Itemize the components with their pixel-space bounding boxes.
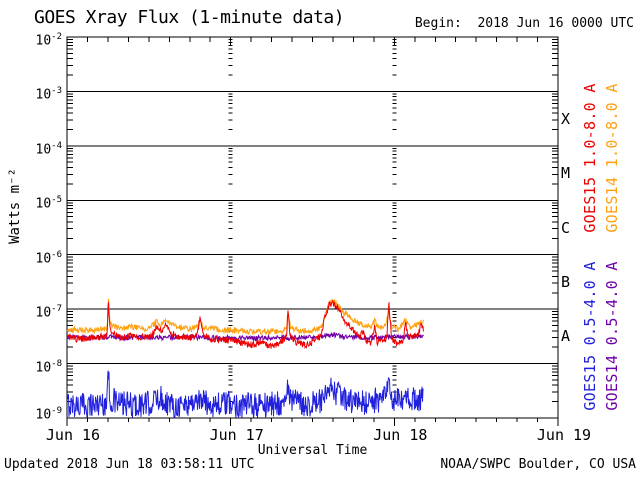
flare-class-label: X <box>561 109 571 128</box>
legend-goes15-long: GOES15 1.0-8.0 A <box>581 83 599 233</box>
plot-frame <box>66 36 559 419</box>
legend-goes14-long: GOES14 1.0-8.0 A <box>603 83 621 233</box>
series-goes15-1.0-8.0 <box>66 299 424 349</box>
y-tick-label: 10-9 <box>35 406 63 423</box>
y-tick-label: 10-6 <box>35 249 63 267</box>
legend-goes15-short: GOES15 0.5-4.0 A <box>581 261 599 411</box>
updated-timestamp: Updated 2018 Jun 18 03:58:11 UTC <box>4 457 255 472</box>
chart-title: GOES Xray Flux (1-minute data) <box>34 7 345 28</box>
y-tick-label: 10-2 <box>35 32 63 49</box>
x-axis-title: Universal Time <box>257 443 368 458</box>
y-tick-label: 10-3 <box>35 86 63 103</box>
x-tick-label: Jun 17 <box>209 426 264 444</box>
series-goes14-1.0-8.0 <box>66 298 424 336</box>
y-tick-label: 10-5 <box>35 195 63 212</box>
begin-timestamp: Begin: 2018 Jun 16 0000 UTC <box>414 16 634 31</box>
y-tick-label: 10-7 <box>35 304 63 321</box>
legend-goes14-short: GOES14 0.5-4.0 A <box>603 261 621 411</box>
flare-class-label: B <box>561 272 571 291</box>
credit: NOAA/SWPC Boulder, CO USA <box>440 457 636 472</box>
series-goes15-0.5-4.0 <box>66 370 424 419</box>
flare-class-label: C <box>561 218 571 237</box>
y-tick-label: 10-8 <box>35 358 63 375</box>
x-tick-label: Jun 18 <box>373 426 428 444</box>
x-tick-label: Jun 16 <box>45 426 101 444</box>
y-tick-label: 10-4 <box>35 140 63 158</box>
x-tick-label: Jun 19 <box>536 426 592 444</box>
flare-class-label: A <box>561 327 571 346</box>
flare-class-label: M <box>561 164 571 183</box>
series-goes14-0.5-4.0 <box>66 331 424 342</box>
